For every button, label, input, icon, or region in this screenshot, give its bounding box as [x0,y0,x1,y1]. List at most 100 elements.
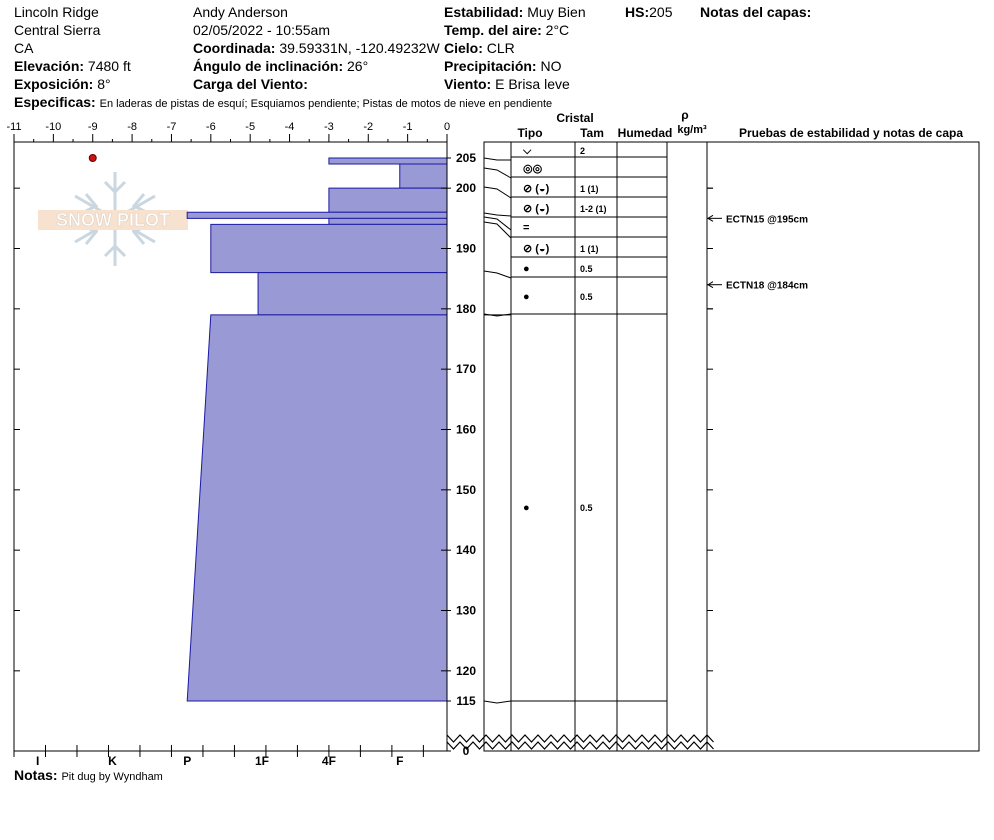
depth-label: 205 [456,151,476,165]
crystal-size-cell: 0.5 [580,292,593,302]
hardness-bar [399,163,448,189]
hardness-bar [210,223,448,274]
crystal-size-cell: 1 (1) [580,184,599,194]
temp-tick-label: -4 [285,121,295,133]
col-tests: Pruebas de estabilidad y notas de capa [739,126,963,140]
depth-label: 130 [456,604,476,618]
crystal-size-cell: 0.5 [580,264,593,274]
axis-break-line [446,734,714,743]
hs-value: 205 [649,4,673,20]
hardness-label: 1F [255,754,269,768]
state: CA [14,40,34,56]
precip-row: Precipitación: NO [444,57,561,75]
slope-value: 26° [347,58,369,74]
slope-row: Ángulo de inclinación: 26° [193,57,368,75]
air-temp-row: Temp. del aire: 2°C [444,21,569,39]
temp-tick-label: -2 [363,121,373,133]
layer-notes-heading: Notas del capas: [700,4,812,20]
logo-band [38,210,188,230]
hardness-bar [328,157,448,165]
specifics-label: Especificas: [14,94,96,110]
notes-row: Notas: Pit dug by Wyndham [14,766,163,786]
col-crystal: Cristal [556,111,593,125]
wind-row: Viento: E Brisa leve [444,75,570,93]
temp-tick-label: -1 [403,121,413,133]
temperature-points [88,154,97,162]
crystal-type-cell: ● [523,291,530,303]
crystal-type-cell: ⊘ (◒) [523,183,550,195]
connector-line [483,700,512,704]
test-marker-arrow [707,214,714,222]
notes-text: Pit dug by Wyndham [61,771,163,783]
temp-tick-label: -7 [167,121,177,133]
connector-line [483,157,511,161]
depth-label: 150 [456,483,476,497]
temp-tick-label: -8 [127,121,137,133]
elevation-value: 7480 ft [87,58,131,74]
aspect-label: Exposición: [14,76,94,92]
hardness-bar [257,272,448,316]
crystal-size-cell: 0.5 [580,503,593,513]
mountain-range: Central Sierra [14,22,101,38]
depth-label: 140 [456,543,476,557]
col-density-unit: kg/m³ [677,124,707,136]
temp-tick-label: -10 [45,121,61,133]
coord-label: Coordinada: [193,40,276,56]
hardness-profile [186,157,448,702]
connector-line [483,216,512,231]
connector-line [483,221,512,239]
stability-value: Muy Bien [527,4,586,20]
depth-label: 190 [456,242,476,256]
temp-tick-label: 0 [444,121,450,133]
wind-value: E Brisa leve [495,76,570,92]
crystal-size-cell: 2 [580,146,585,156]
elevation-row: Elevación: 7480 ft [14,57,131,75]
depth-label: 200 [456,181,476,195]
sky-value: CLR [486,40,515,56]
hardness-bar [328,187,448,213]
depth-label: 170 [456,362,476,376]
crystal-type-cell: ● [523,263,530,275]
coordinates-row: Coordinada: 39.59331N, -120.49232W [193,39,440,57]
depth-label: 115 [456,694,476,708]
hardness-label: I [36,754,39,768]
hardness-bar [328,217,448,225]
axis-break-line [446,741,714,750]
connector-line [483,186,512,199]
logo-text: SNOW PILOT [56,210,170,230]
elevation-label: Elevación: [14,58,85,74]
col-moisture: Humedad [618,126,673,140]
hardness-label: P [183,754,191,768]
temp-tick-label: -5 [245,121,255,133]
hardness-bar [186,211,448,219]
connector-line [483,167,512,179]
temp-tick-label: -11 [6,121,21,133]
crystal-size-cell: 1-2 (1) [580,204,607,214]
hardness-label: F [396,754,403,768]
temp-tick-label: -9 [88,121,98,133]
wind-load-row: Carga del Viento: [193,75,308,93]
depth-label: 160 [456,423,476,437]
crystal-type-cell: ⊘ (◒) [523,243,550,255]
stability-test-label: ECTN18 @184cm [726,281,808,292]
hs-label: HS: [625,4,650,20]
col-rho: ρ [681,108,688,122]
stability-label: Estabilidad: [444,4,524,20]
depth-axis: 205 200 190 180 170 160 150 140 130 120 115 0 [441,142,476,758]
wind-label: Viento: [444,76,492,92]
specifics-value: En laderas de pistas de esquí; Esquiamos… [99,98,553,110]
temperature-point [88,154,97,162]
crystal-type-cell: ● [523,502,530,514]
wind-load-label: Carga del Viento: [193,76,308,92]
aspect-row: Exposición: 8° [14,75,111,93]
crystal-size-cell: 1 (1) [580,244,599,254]
temperature-axes: -11 -10 -9 -8 -7 -6 -5 -4 -3 -2 -1 0I K P 1F 4F F [6,121,450,768]
table-frame [483,141,980,752]
sky-row: Cielo: CLR [444,39,515,57]
observer-name: Andy Anderson [193,4,288,20]
depth-label: 0 [463,744,470,758]
crystal-type-cell: ⌵ [522,145,532,157]
coord-value: 39.59331N, -120.49232W [279,40,440,56]
layer-notes-label: Notas del capas: [700,3,811,21]
